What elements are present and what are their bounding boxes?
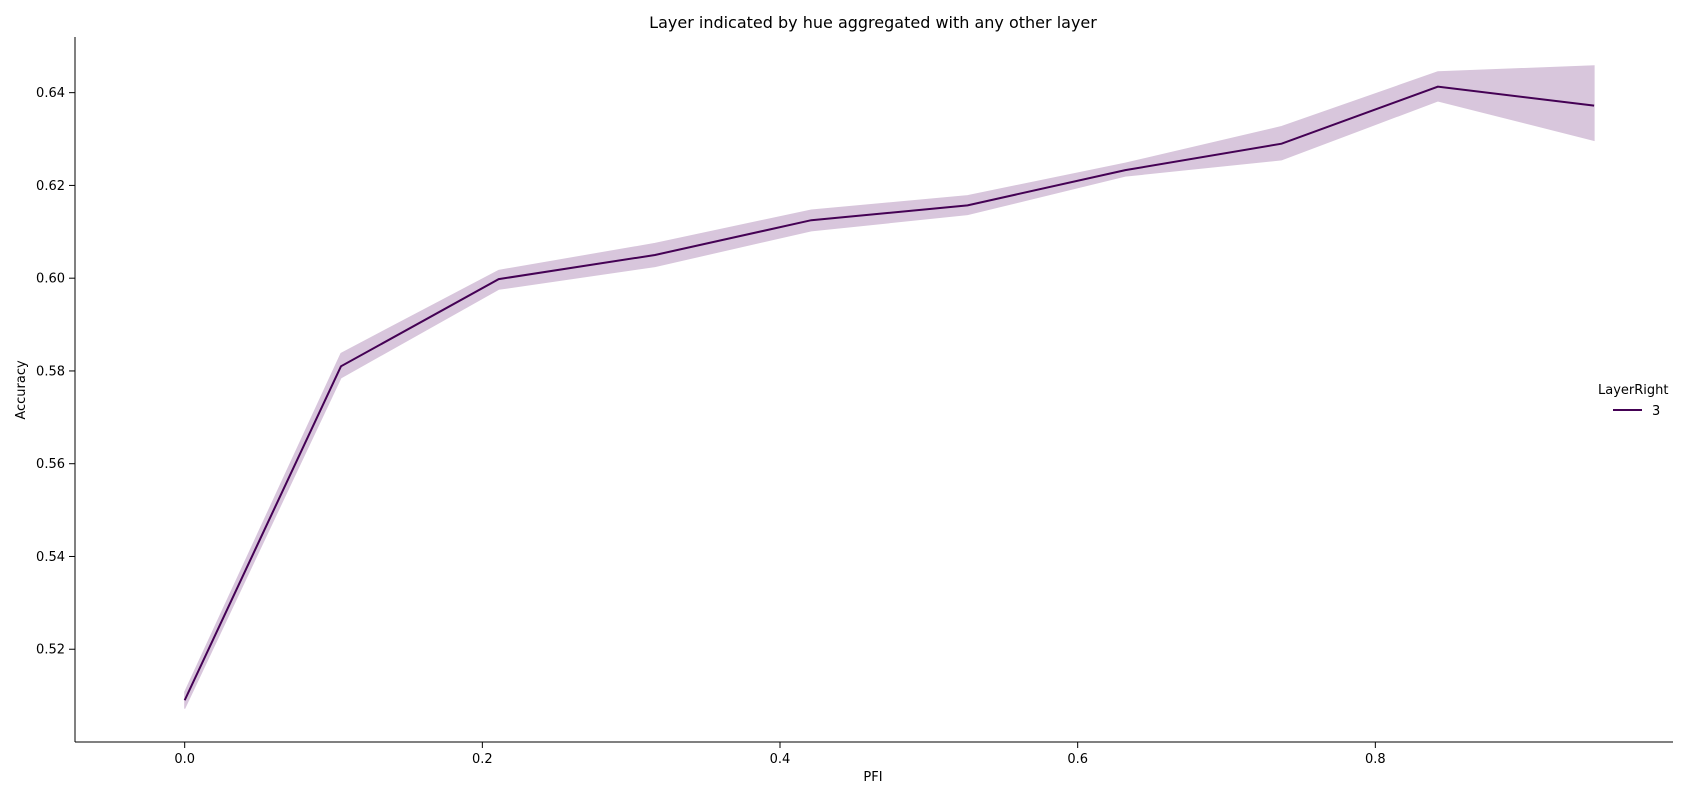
confidence-band-0 [184,65,1595,709]
y-tick-label-3: 0.58 [36,364,65,379]
y-tick-label-1: 0.54 [36,550,65,565]
x-axis-label: PFI [863,770,882,785]
y-tick-label-0: 0.52 [36,643,65,658]
y-tick-label-5: 0.62 [36,179,65,194]
legend: LayerRight 3 [1598,383,1668,419]
chart-title: Layer indicated by hue aggregated with a… [649,13,1097,32]
x-tick-label-0: 0.0 [174,752,195,767]
confidence-band-layer [184,65,1595,709]
legend-label-3: 3 [1652,404,1660,419]
series-line-0 [183,85,1595,701]
y-tick-label-6: 0.64 [36,86,65,101]
legend-title: LayerRight [1598,383,1668,398]
x-tick-label-2: 0.4 [770,752,791,767]
x-tick-label-4: 0.8 [1365,752,1386,767]
y-tick-label-2: 0.56 [36,457,65,472]
y-axis-ticks: 0.52 0.54 0.56 0.58 0.60 0.62 0.64 [36,86,75,658]
y-axis-label: Accuracy [14,360,29,420]
y-tick-label-4: 0.60 [36,272,65,287]
x-axis-ticks: 0.0 0.2 0.4 0.6 0.8 [174,742,1386,767]
x-tick-label-3: 0.6 [1067,752,1088,767]
series-line-layer [183,85,1595,701]
x-tick-label-1: 0.2 [472,752,493,767]
